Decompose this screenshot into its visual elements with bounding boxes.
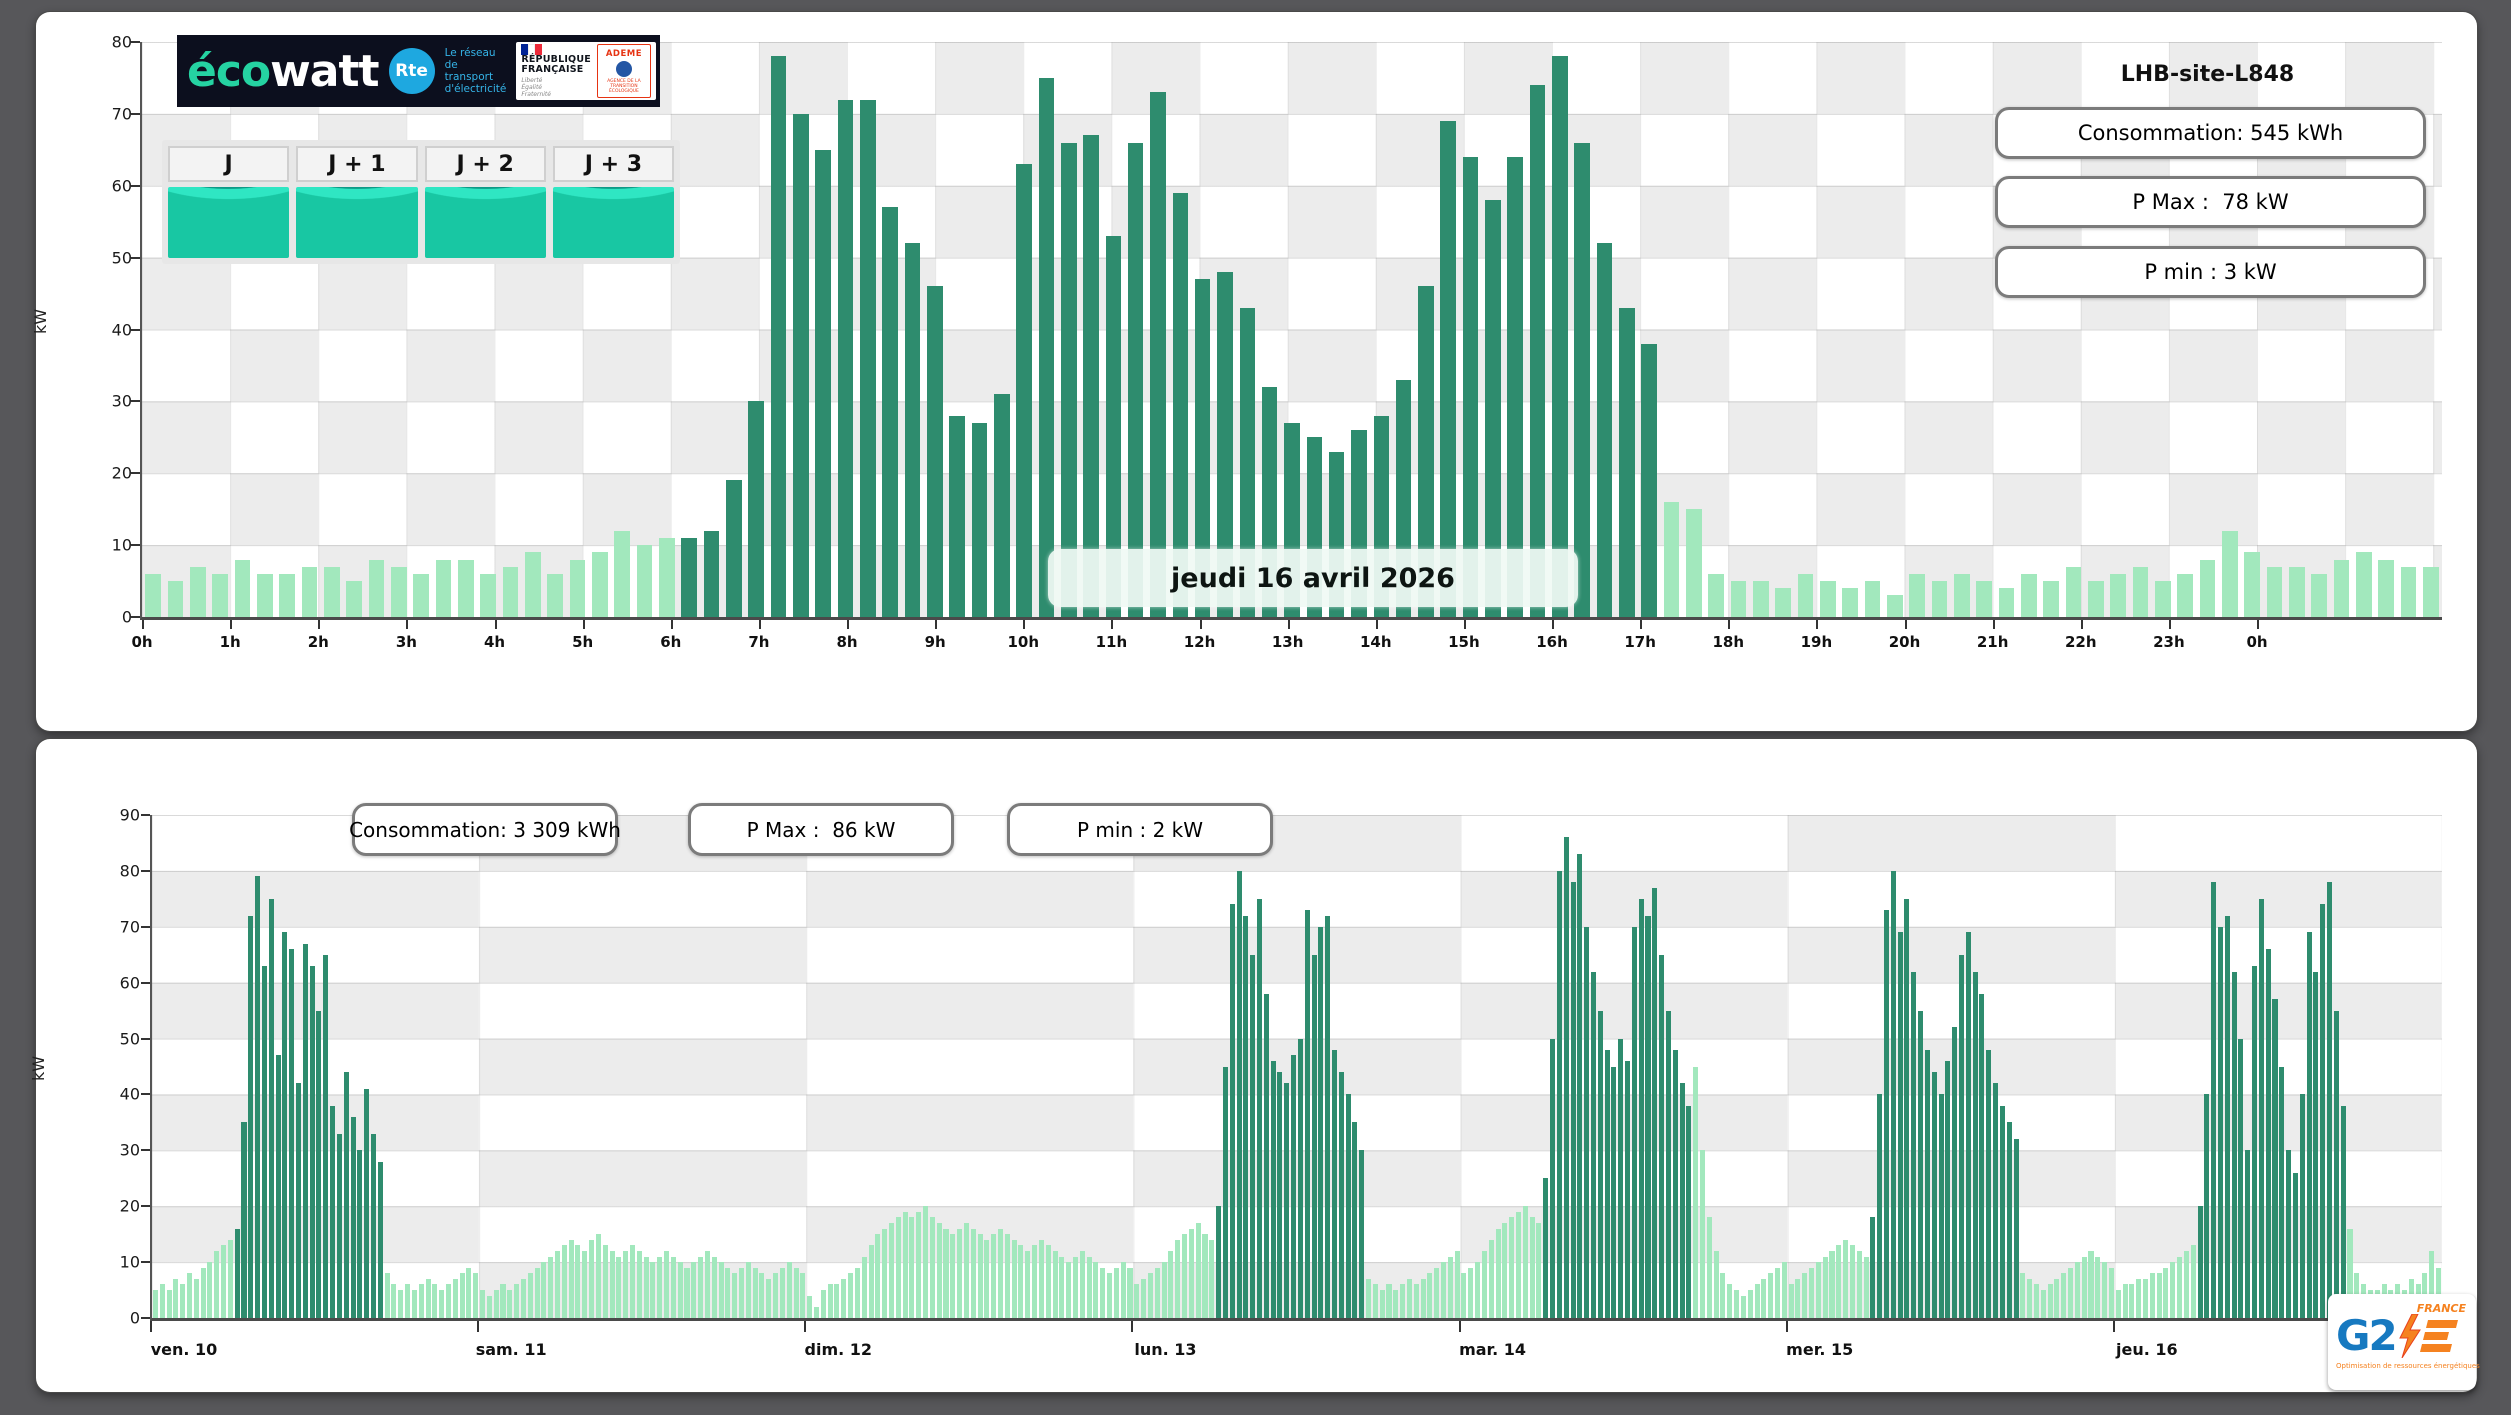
x-tick-label: 13h xyxy=(1271,633,1304,651)
rte-tagline: Le réseau de transport d'électricité xyxy=(444,47,507,95)
forecast-card-j3[interactable]: J + 3 xyxy=(552,146,674,258)
g2e-wordmark: G2 xyxy=(2336,1311,2398,1360)
forecast-card-j3-label: J + 3 xyxy=(552,146,674,182)
y-tick-label: 30 xyxy=(111,391,132,411)
x-tick-label: ven. 10 xyxy=(150,1340,218,1359)
y-axis-label-daily: kW xyxy=(31,308,51,335)
x-tick-label: 1h xyxy=(219,633,241,651)
forecast-card-j1[interactable]: J + 1 xyxy=(296,146,418,258)
x-tick-label: 22h xyxy=(2064,633,2097,651)
forecast-card-j2-signal-image xyxy=(424,187,546,258)
x-tick-label: 23h xyxy=(2153,633,2185,651)
daily-consumption-stat: Consommation: 545 kWh xyxy=(1995,107,2426,159)
x-tick-label: 2h xyxy=(307,633,329,651)
republique-francaise-ademe-logo: RÉPUBLIQUE FRANÇAISE Liberté Égalité Frat… xyxy=(516,42,656,100)
y-tick-label: 80 xyxy=(119,861,140,881)
daily-chart-bars xyxy=(142,42,2442,617)
ecowatt-wordmark: écowatt xyxy=(187,45,380,97)
x-tick-label: 15h xyxy=(1448,633,1480,651)
forecast-card-j1-label: J + 1 xyxy=(296,146,418,182)
x-tick-label: jeu. 16 xyxy=(2116,1340,2178,1359)
weekly-chart-plot-area xyxy=(150,815,2442,1321)
x-tick-label: 8h xyxy=(836,633,858,651)
y-tick-label: 40 xyxy=(119,1084,140,1104)
y-tick-label: 90 xyxy=(119,805,140,825)
x-tick-label: 18h xyxy=(1712,633,1745,651)
weekly-pmin-stat: P min : 2 kW xyxy=(1007,803,1273,856)
forecast-card-j3-signal-image xyxy=(552,187,674,258)
y-tick-label: 40 xyxy=(111,320,132,339)
x-tick-label: dim. 12 xyxy=(804,1340,873,1359)
y-tick-label: 50 xyxy=(119,1029,140,1049)
y-tick-label: 20 xyxy=(111,463,132,483)
x-tick-label: 21h xyxy=(1976,633,2009,651)
ecowatt-banner-logo: écowatt Rte Le réseau de transport d'éle… xyxy=(177,35,660,107)
x-tick-label: 7h xyxy=(748,633,770,651)
weekly-consumption-panel: kW Consommation: 3 309 kWh P Max : 86 kW… xyxy=(29,739,2480,1392)
g2e-e-glyph xyxy=(2419,1320,2458,1352)
forecast-card-j[interactable]: J xyxy=(168,146,290,258)
x-tick-label: 0h xyxy=(2246,633,2268,651)
x-tick-label: mer. 15 xyxy=(1786,1340,1854,1359)
weekly-chart-bars xyxy=(152,815,2442,1318)
x-tick-label: mar. 14 xyxy=(1459,1340,1527,1359)
x-tick-label: 6h xyxy=(660,633,682,651)
x-tick-label: 17h xyxy=(1624,633,1656,651)
x-tick-label: sam. 11 xyxy=(475,1340,547,1359)
forecast-card-j-label: J xyxy=(168,146,290,182)
daily-consumption-panel: kW écowatt Rte Le réseau de transport d'… xyxy=(31,12,2477,731)
x-tick-label: 4h xyxy=(483,633,506,651)
weekly-pmax-stat: P Max : 86 kW xyxy=(688,803,954,856)
x-tick-label: 16h xyxy=(1536,633,1568,651)
ademe-logo: ADEME AGENCE DE LA TRANSITION ÉCOLOGIQUE xyxy=(596,44,651,98)
y-axis-label-weekly: kW xyxy=(29,1055,49,1082)
date-badge: jeudi 16 avril 2026 xyxy=(1048,549,1578,607)
y-tick-label: 60 xyxy=(111,176,132,196)
french-flag-icon xyxy=(521,44,591,55)
ademe-globe-icon xyxy=(615,60,632,77)
daily-pmax-stat: P Max : 78 kW xyxy=(1995,176,2426,228)
y-tick-label: 50 xyxy=(111,248,132,268)
weekly-consumption-stat: Consommation: 3 309 kWh xyxy=(349,803,621,856)
y-tick-label: 0 xyxy=(129,1308,140,1328)
daily-pmin-stat: P min : 3 kW xyxy=(1995,246,2426,298)
y-tick-label: 70 xyxy=(119,917,140,937)
x-tick-label: 0h xyxy=(131,633,153,651)
y-tick-label: 0 xyxy=(121,607,132,627)
x-tick-label: lun. 13 xyxy=(1134,1340,1197,1359)
x-tick-label: 19h xyxy=(1800,633,1833,651)
g2e-france-logo: FRANCE G2 Optimisation de ressources éne… xyxy=(2328,1294,2480,1390)
y-tick-label: 20 xyxy=(119,1196,140,1216)
x-tick-label: 10h xyxy=(1007,633,1040,651)
x-tick-label: 3h xyxy=(395,633,417,651)
forecast-card-j2[interactable]: J + 2 xyxy=(424,146,546,258)
x-tick-label: 11h xyxy=(1095,633,1128,651)
x-tick-label: 12h xyxy=(1183,633,1216,651)
x-tick-label: 20h xyxy=(1888,633,1921,651)
lightning-bolt-icon xyxy=(2398,1314,2421,1358)
forecast-card-j1-signal-image xyxy=(296,187,418,258)
y-tick-label: 60 xyxy=(119,973,140,993)
y-tick-label: 10 xyxy=(119,1252,140,1272)
x-tick-label: 9h xyxy=(924,633,946,651)
y-tick-label: 30 xyxy=(119,1140,140,1160)
forecast-card-j2-label: J + 2 xyxy=(424,146,546,182)
rte-logo-icon: Rte xyxy=(388,48,435,94)
y-tick-label: 10 xyxy=(111,535,132,555)
y-tick-label: 70 xyxy=(111,104,132,124)
x-tick-label: 5h xyxy=(572,633,594,651)
ecowatt-forecast-cards: J J + 1 J + 2 J + 3 xyxy=(162,140,680,264)
y-tick-label: 80 xyxy=(111,32,132,52)
x-tick-label: 14h xyxy=(1359,633,1392,651)
site-title: LHB-site-L848 xyxy=(2120,62,2295,87)
forecast-card-j-signal-image xyxy=(168,187,290,258)
